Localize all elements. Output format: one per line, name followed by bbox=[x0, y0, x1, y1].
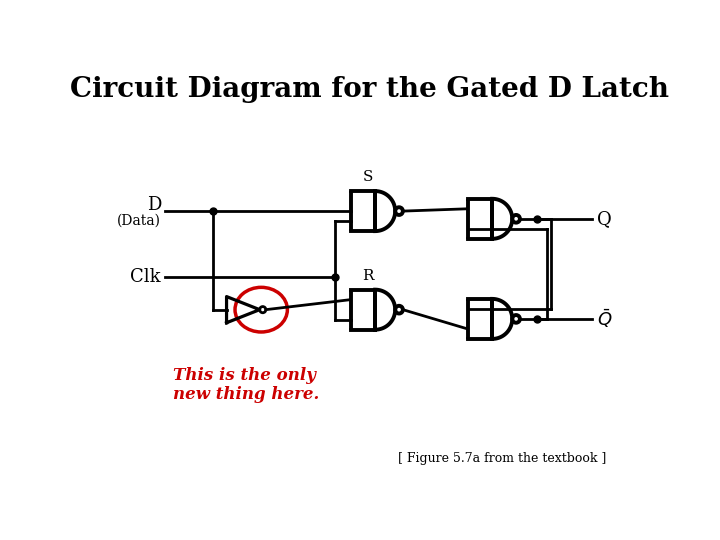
Text: D: D bbox=[147, 196, 161, 214]
Text: (Data): (Data) bbox=[117, 213, 161, 227]
Text: [ Figure 5.7a from the textbook ]: [ Figure 5.7a from the textbook ] bbox=[397, 452, 606, 465]
Text: This is the only
new thing here.: This is the only new thing here. bbox=[173, 367, 319, 403]
Text: R: R bbox=[361, 269, 373, 283]
Text: $\bar{Q}$: $\bar{Q}$ bbox=[597, 308, 613, 330]
Text: S: S bbox=[362, 170, 373, 184]
Text: Clk: Clk bbox=[130, 267, 161, 286]
Text: Circuit Diagram for the Gated D Latch: Circuit Diagram for the Gated D Latch bbox=[70, 76, 668, 103]
Text: Q: Q bbox=[597, 210, 612, 228]
